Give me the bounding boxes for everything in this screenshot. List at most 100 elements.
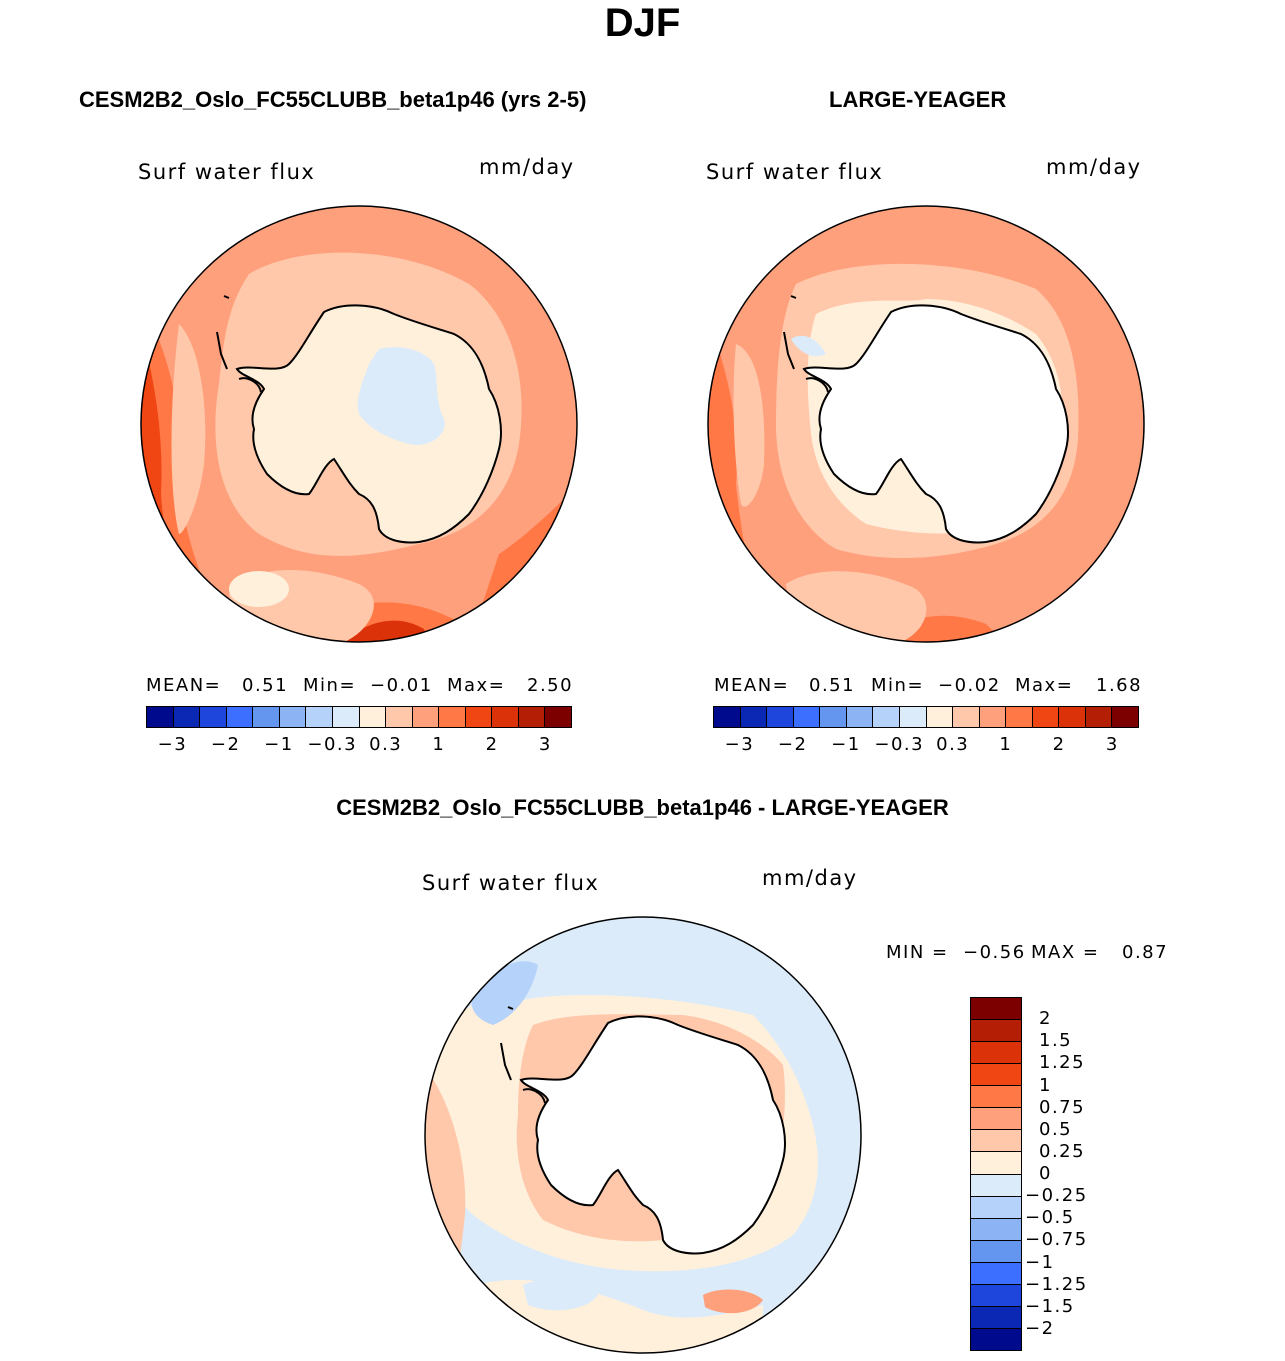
obs-min-label: Min= bbox=[871, 675, 925, 696]
model-colorbar-tick-label: 0.3 bbox=[369, 734, 403, 755]
model-colorbar-box bbox=[465, 707, 493, 727]
diff-colorbar-tick-label: −1.25 bbox=[1025, 1273, 1088, 1295]
diff-colorbar-box bbox=[971, 1196, 1021, 1219]
obs-map-boundary bbox=[707, 205, 1145, 643]
diff-colorbar-box bbox=[971, 1240, 1021, 1263]
diff-min-label: MIN = bbox=[886, 942, 949, 963]
model-colorbar-box bbox=[200, 707, 227, 727]
diff-colorbar-tick-label: −0.5 bbox=[1025, 1207, 1075, 1229]
diff-colorbar-tick-label: 0.25 bbox=[1039, 1140, 1086, 1162]
model-colorbar-box bbox=[226, 707, 254, 727]
model-negative-flux-interior bbox=[357, 347, 445, 445]
diff-colorbar-ticks: 2 1.5 1.25 1 0.75 0.5 0.25 0 −0.25 −0.5 −0.75 −1 −1.… bbox=[1025, 997, 1125, 1351]
diff-antarctica-coastline bbox=[519, 1015, 786, 1255]
obs-colorbar-box bbox=[793, 707, 821, 727]
model-colorbar-tick-label: −1 bbox=[264, 734, 294, 755]
diff-min-value: −0.56 bbox=[963, 942, 1026, 963]
obs-colorbar-tick-label: 2 bbox=[1052, 734, 1066, 755]
model-colorbar-box bbox=[173, 707, 201, 727]
diff-positive-southeast-patch bbox=[703, 1289, 763, 1314]
obs-colorbar-box bbox=[740, 707, 768, 727]
model-colorbar-box bbox=[306, 707, 333, 727]
model-antarctica-coastline bbox=[235, 304, 502, 544]
model-colorbar-box bbox=[359, 707, 387, 727]
diff-colorbar-box bbox=[971, 1284, 1021, 1307]
obs-colorbar-box bbox=[953, 707, 980, 727]
obs-colorbar-box bbox=[1112, 707, 1138, 727]
diff-colorbar-tick-label: −2 bbox=[1025, 1317, 1055, 1339]
diff-colorbar-box bbox=[971, 1174, 1021, 1197]
obs-colorbar-tick-label: −2 bbox=[777, 734, 808, 755]
obs-colorbar-tick-label: 1 bbox=[999, 734, 1013, 755]
diff-colorbar-tick-label: −0.75 bbox=[1025, 1229, 1088, 1251]
model-colorbar-box bbox=[518, 707, 546, 727]
diff-map-boundary bbox=[424, 916, 862, 1354]
diff-colorbar bbox=[970, 997, 1022, 1351]
obs-max-value: 1.68 bbox=[1096, 675, 1143, 696]
diff-colorbar-box bbox=[971, 1328, 1021, 1350]
model-colorbar-box bbox=[147, 707, 174, 727]
model-field-label: Surf water flux bbox=[138, 160, 316, 184]
obs-colorbar-box bbox=[767, 707, 794, 727]
diff-colorbar-tick-label: 0.75 bbox=[1039, 1096, 1086, 1118]
model-min-value: −0.01 bbox=[370, 675, 433, 696]
model-colorbar-box bbox=[386, 707, 413, 727]
diff-max-label: MAX = bbox=[1031, 942, 1100, 963]
obs-field-label: Surf water flux bbox=[706, 160, 884, 184]
model-colorbar-tick-label: 2 bbox=[485, 734, 499, 755]
model-mean-value: 0.51 bbox=[242, 675, 289, 696]
diff-peninsula-coastline bbox=[500, 1006, 546, 1104]
model-colorbar-tick-label: −2 bbox=[210, 734, 241, 755]
model-colorbar-box bbox=[545, 707, 571, 727]
diff-colorbar-box bbox=[971, 1108, 1021, 1131]
obs-colorbar-tick-label: −1 bbox=[831, 734, 861, 755]
diff-field-label: Surf water flux bbox=[422, 871, 600, 895]
diff-negative-south-patch bbox=[523, 1279, 598, 1311]
model-colorbar-box bbox=[332, 707, 360, 727]
obs-colorbar-box bbox=[1032, 707, 1060, 727]
diff-colorbar-box bbox=[971, 1306, 1021, 1329]
diff-colorbar-box bbox=[971, 1064, 1021, 1087]
model-units-label: mm/day bbox=[479, 155, 575, 179]
diff-max-value: 0.87 bbox=[1122, 942, 1169, 963]
diff-colorbar-tick-label: −0.25 bbox=[1025, 1185, 1088, 1207]
model-peninsula-coastline bbox=[216, 295, 262, 393]
model-colorbar bbox=[146, 706, 572, 728]
obs-colorbar-box bbox=[926, 707, 954, 727]
model-colorbar-box bbox=[492, 707, 519, 727]
model-colorbar-tick-label: 3 bbox=[538, 734, 552, 755]
diff-northwest-negative-patch bbox=[471, 961, 538, 1025]
obs-colorbar-ticks: −3 −2 −1 −0.3 0.3 1 2 3 bbox=[713, 734, 1139, 758]
obs-antarctica-mask bbox=[804, 305, 1068, 543]
diff-colorbar-box bbox=[971, 1086, 1021, 1109]
diff-colorbar-tick-label: 0 bbox=[1039, 1163, 1052, 1184]
model-colorbar-ticks: −3 −2 −1 −0.3 0.3 1 2 3 bbox=[146, 734, 572, 758]
model-near-zero-patch bbox=[229, 571, 289, 607]
diff-colorbar-box bbox=[971, 1262, 1021, 1285]
obs-colorbar-tick-label: −3 bbox=[724, 734, 755, 755]
obs-mean-value: 0.51 bbox=[809, 675, 856, 696]
model-max-label: Max= bbox=[447, 675, 506, 696]
obs-peninsula-coastline bbox=[783, 295, 829, 393]
model-colorbar-box bbox=[439, 707, 466, 727]
obs-colorbar-box bbox=[1085, 707, 1113, 727]
diff-units-label: mm/day bbox=[762, 866, 858, 890]
model-mean-label: MEAN= bbox=[146, 675, 222, 696]
model-colorbar-tick-label: −0.3 bbox=[307, 734, 358, 755]
obs-panel-title: LARGE-YEAGER bbox=[829, 87, 1007, 112]
obs-colorbar-box bbox=[820, 707, 847, 727]
diff-panel-title: CESM2B2_Oslo_FC55CLUBB_beta1p46 - LARGE-… bbox=[336, 795, 949, 820]
model-min-label: Min= bbox=[303, 675, 357, 696]
model-colorbar-box bbox=[253, 707, 280, 727]
figure-title: DJF bbox=[604, 1, 681, 45]
obs-colorbar-box bbox=[1006, 707, 1033, 727]
diff-colorbar-tick-label: 1 bbox=[1039, 1074, 1052, 1096]
model-polar-map bbox=[140, 205, 578, 643]
model-colorbar-box bbox=[279, 707, 307, 727]
diff-colorbar-tick-label: 1.25 bbox=[1039, 1052, 1086, 1074]
model-colorbar-tick-label: −3 bbox=[157, 734, 188, 755]
obs-antarctica-coastline bbox=[802, 304, 1069, 544]
diff-antarctica-mask bbox=[521, 1016, 785, 1254]
diff-colorbar-box bbox=[971, 1152, 1021, 1175]
diff-colorbar-tick-label: 0.5 bbox=[1039, 1118, 1073, 1140]
